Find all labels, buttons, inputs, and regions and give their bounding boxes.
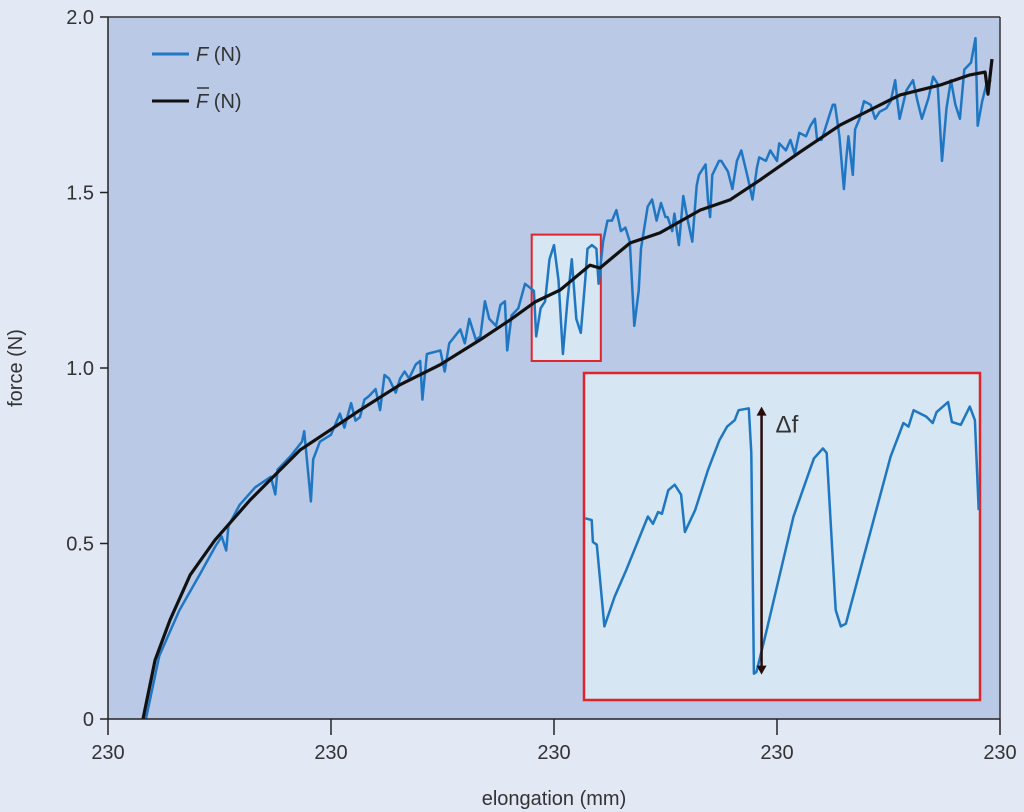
legend-label-mean-force: F (N) <box>196 91 242 113</box>
x-tick-label: 230 <box>314 742 347 764</box>
y-tick-label: 2.0 <box>66 7 94 29</box>
x-tick-label: 230 <box>983 742 1016 764</box>
legend-label-force: F (N) <box>196 44 242 66</box>
y-tick-label: 1.0 <box>66 358 94 380</box>
inset-series-line-force <box>584 400 980 675</box>
y-axis-label: force (N) <box>5 329 27 407</box>
arrow-head-up-icon <box>756 406 767 416</box>
inset-box <box>582 371 982 702</box>
x-tick-label: 230 <box>760 742 793 764</box>
series-line-mean-force <box>141 58 994 720</box>
axes: 0 0.5 1.0 1.5 2.0 230 230 230 230 230 <box>66 7 1017 764</box>
x-tick-label: 230 <box>537 742 570 764</box>
x-tick-label: 230 <box>91 742 124 764</box>
y-tick-label: 1.5 <box>66 183 94 205</box>
y-tick-label: 0.5 <box>66 534 94 556</box>
x-axis-label: elongation (mm) <box>482 788 627 810</box>
delta-f-annotation: Δf <box>776 412 799 439</box>
series-line-force <box>144 36 992 720</box>
y-tick-label: 0 <box>83 709 94 731</box>
chart-marks <box>141 36 994 720</box>
legend: F (N) F (N) <box>152 44 242 113</box>
inset-zoom: Δf <box>582 371 982 702</box>
arrow-head-down-icon <box>756 665 767 675</box>
